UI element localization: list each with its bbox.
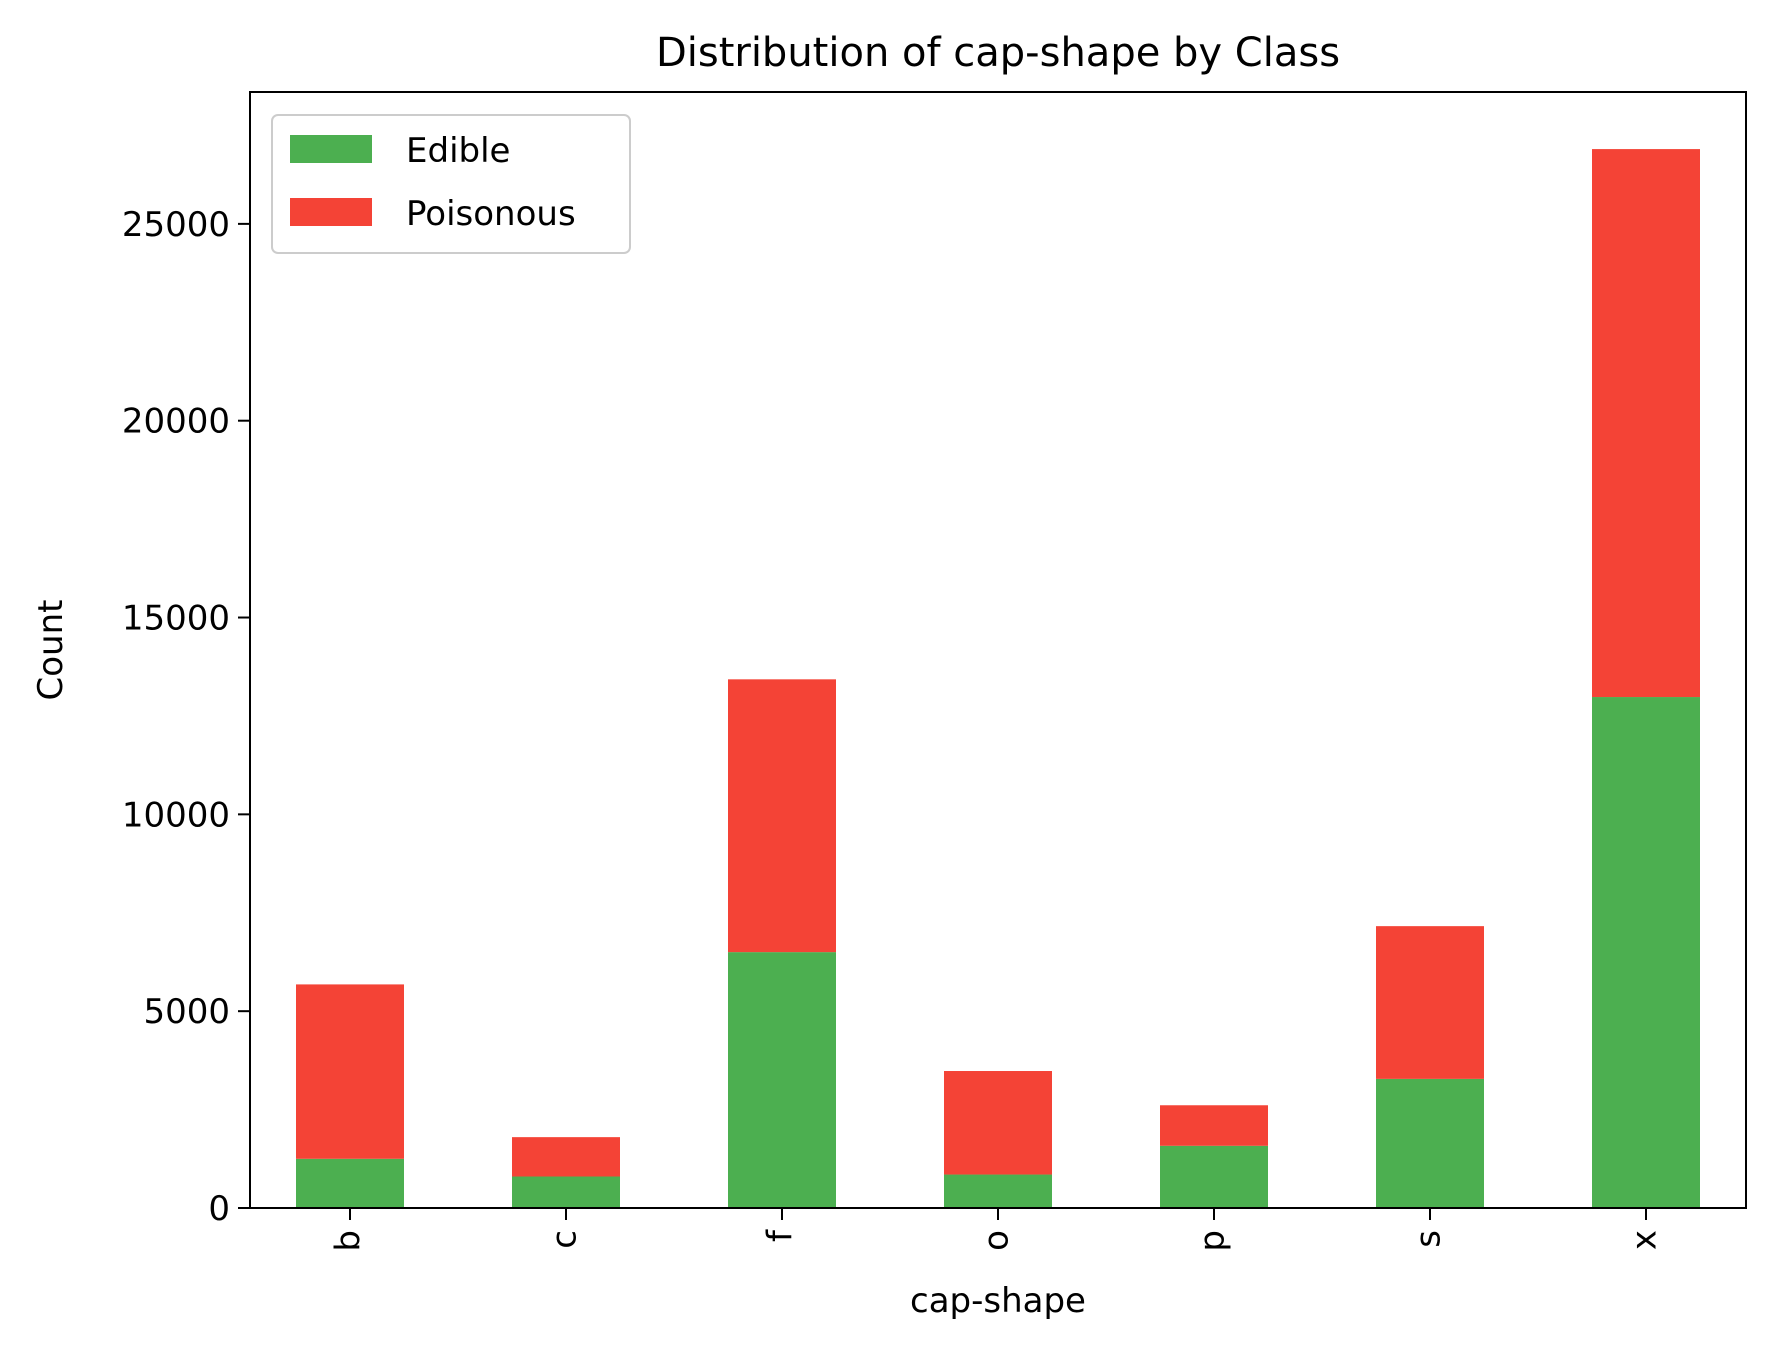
bar-poisonous-c — [512, 1137, 620, 1177]
bar-poisonous-f — [728, 679, 836, 953]
bar-edible-x — [1592, 697, 1700, 1208]
y-tick-label: 0 — [208, 1189, 230, 1229]
bar-poisonous-o — [944, 1071, 1052, 1175]
x-tick-label-o: o — [977, 1230, 1017, 1251]
bar-edible-f — [728, 952, 836, 1208]
bar-poisonous-x — [1592, 149, 1700, 698]
bar-poisonous-s — [1376, 926, 1484, 1079]
bars-group — [296, 149, 1700, 1208]
legend-label-edible: Edible — [406, 131, 510, 171]
bar-edible-c — [512, 1176, 620, 1208]
y-tick-label: 5000 — [143, 992, 230, 1032]
x-tick-label-p: p — [1193, 1230, 1233, 1252]
legend-swatch-edible — [290, 135, 372, 163]
x-axis-label: cap-shape — [910, 1281, 1086, 1321]
x-tick-label-x: x — [1625, 1230, 1665, 1250]
axes-frame — [249, 91, 1747, 1209]
y-tick-label: 25000 — [122, 205, 230, 245]
bar-edible-o — [944, 1174, 1052, 1208]
x-tick-label-f: f — [761, 1229, 801, 1242]
bar-edible-s — [1376, 1078, 1484, 1208]
y-ticks-group: 0 5000 10000 15000 20000 25000 — [122, 205, 250, 1229]
x-tick-label-c: c — [545, 1230, 585, 1249]
y-axis-label: Count — [31, 600, 71, 701]
chart-title: Distribution of cap-shape by Class — [656, 30, 1340, 76]
x-tick-label-s: s — [1409, 1230, 1449, 1248]
y-tick-label: 20000 — [122, 402, 230, 442]
bar-edible-b — [296, 1158, 404, 1208]
x-tick-label-b: b — [329, 1230, 369, 1252]
legend-label-poisonous: Poisonous — [406, 194, 576, 234]
bar-poisonous-p — [1160, 1105, 1268, 1146]
legend: Edible Poisonous — [271, 114, 631, 254]
bar-edible-p — [1160, 1145, 1268, 1208]
bar-poisonous-b — [296, 984, 404, 1159]
y-tick-label: 15000 — [122, 599, 230, 639]
y-tick-label: 10000 — [122, 795, 230, 835]
legend-swatch-poisonous — [290, 198, 372, 226]
